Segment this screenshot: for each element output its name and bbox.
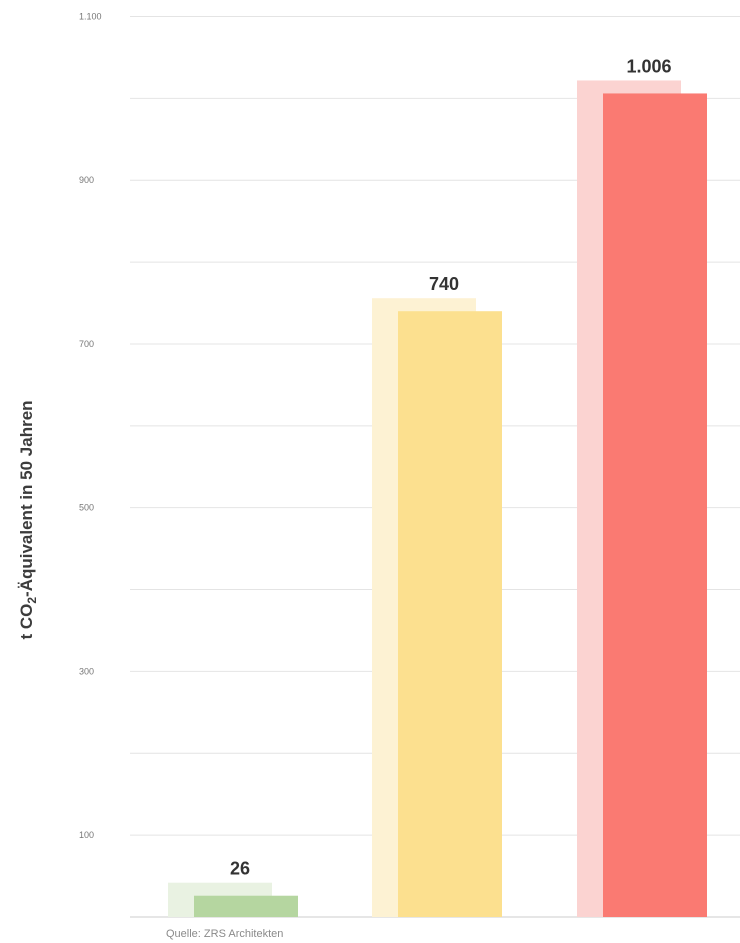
y-axis-ticks: 100 300 500 700 900 1.100 xyxy=(79,12,102,841)
source-note: Quelle: ZRS Architekten xyxy=(166,928,284,940)
bar-value-label: 1.006 xyxy=(626,56,671,76)
y-tick-label: 500 xyxy=(79,503,94,513)
value-labels: 26 740 1.006 xyxy=(230,56,672,878)
y-tick-label: 900 xyxy=(79,175,94,185)
bars xyxy=(168,80,707,917)
y-tick-label: 1.100 xyxy=(79,12,102,22)
y-tick-label: 700 xyxy=(79,339,94,349)
bar xyxy=(398,311,502,917)
bar-value-label: 26 xyxy=(230,859,250,879)
bar-value-label: 740 xyxy=(429,274,459,294)
y-tick-label: 100 xyxy=(79,830,94,840)
bar xyxy=(603,93,707,917)
y-axis-title-subscript: 2 xyxy=(25,596,40,604)
y-axis-title-post: -Äquivalent in 50 Jahren xyxy=(16,400,36,597)
bar xyxy=(194,895,298,917)
y-axis-title: t CO2-Äquivalent in 50 Jahren xyxy=(17,400,39,639)
y-axis-title-pre: t CO xyxy=(16,603,36,640)
y-tick-label: 300 xyxy=(79,666,94,676)
